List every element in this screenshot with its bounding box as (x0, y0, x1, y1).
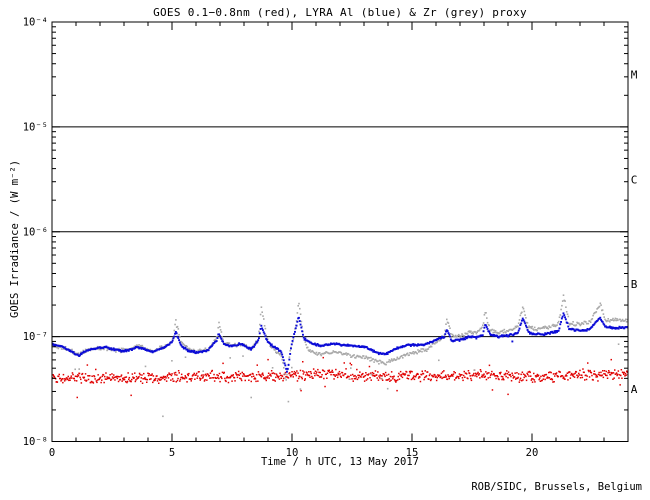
x-tick-labels: 0 5 10 15 20 (49, 447, 538, 459)
y-tick-label: 10⁻⁷ (23, 331, 48, 343)
series-dots-lyra-zr-proxy (52, 294, 628, 418)
x-tick-label: 15 (406, 447, 419, 459)
y-tick-label: 10⁻⁵ (23, 121, 48, 133)
axis-ticks (51, 21, 629, 442)
series-dots-lyra-al-proxy (52, 312, 628, 373)
chart-title: GOES 0.1−0.8nm (red), LYRA Al (blue) & Z… (153, 6, 527, 19)
y-tick-labels: 10⁻⁴ 10⁻⁵ 10⁻⁶ 10⁻⁷ 10⁻⁸ (23, 17, 48, 449)
flare-class-labels: M C B A (631, 68, 638, 396)
y-tick-label: 10⁻⁸ (23, 436, 48, 448)
flare-class-c: C (631, 173, 638, 186)
x-tick-label: 5 (169, 447, 175, 459)
flare-class-m: M (631, 68, 638, 81)
series-dots-goes-0-1-0-8nm (52, 356, 628, 399)
flare-class-b: B (631, 278, 638, 291)
x-tick-label: 10 (286, 447, 299, 459)
reference-lines (52, 126, 628, 338)
y-tick-label: 10⁻⁴ (23, 17, 48, 29)
credit-text: ROB/SIDC, Brussels, Belgium (471, 481, 642, 493)
flare-class-a: A (631, 383, 638, 396)
x-tick-label: 0 (49, 447, 55, 459)
y-tick-label: 10⁻⁶ (23, 226, 48, 238)
x-axis-label: Time / h UTC, 13 May 2017 (260, 456, 420, 468)
x-tick-label: 20 (526, 447, 539, 459)
